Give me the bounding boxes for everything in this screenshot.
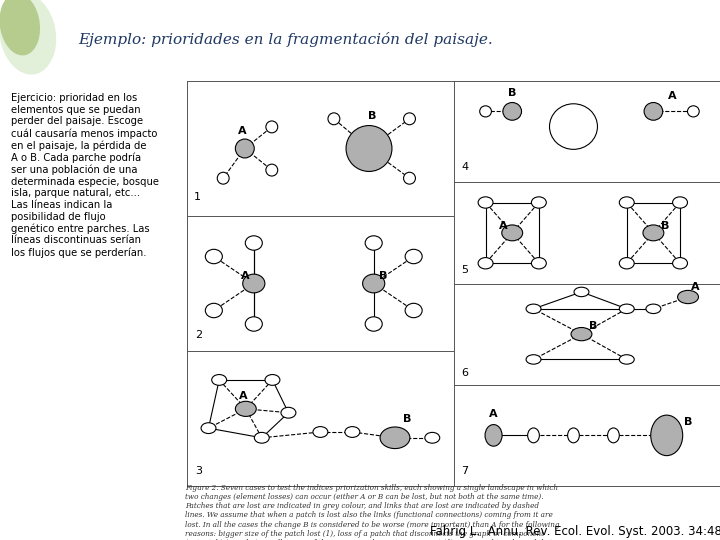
Circle shape xyxy=(644,103,662,120)
Circle shape xyxy=(571,327,592,341)
Text: Ejemplo: prioridades en la fragmentación del paisaje.: Ejemplo: prioridades en la fragmentación… xyxy=(78,32,493,48)
Circle shape xyxy=(480,106,492,117)
Circle shape xyxy=(281,407,296,418)
Text: A: A xyxy=(239,391,248,401)
Circle shape xyxy=(246,317,262,331)
Circle shape xyxy=(212,375,227,386)
Circle shape xyxy=(672,258,688,269)
Circle shape xyxy=(528,428,539,443)
Text: A: A xyxy=(690,282,699,292)
Text: B: B xyxy=(662,221,670,231)
Ellipse shape xyxy=(0,0,40,56)
Circle shape xyxy=(643,225,664,241)
Circle shape xyxy=(688,106,699,117)
Circle shape xyxy=(651,415,683,456)
Circle shape xyxy=(345,427,360,437)
Circle shape xyxy=(478,197,493,208)
Circle shape xyxy=(405,303,422,318)
Text: 4: 4 xyxy=(462,162,469,172)
Circle shape xyxy=(608,428,619,443)
Circle shape xyxy=(619,258,634,269)
Circle shape xyxy=(405,249,422,264)
Circle shape xyxy=(425,433,440,443)
Text: B: B xyxy=(590,321,598,331)
Circle shape xyxy=(531,258,546,269)
Circle shape xyxy=(254,433,269,443)
Text: 6: 6 xyxy=(462,368,469,378)
Text: B: B xyxy=(403,414,411,424)
Circle shape xyxy=(313,427,328,437)
Text: B: B xyxy=(684,417,692,427)
Circle shape xyxy=(380,427,410,449)
Circle shape xyxy=(201,423,216,434)
Circle shape xyxy=(266,164,278,176)
Text: 1: 1 xyxy=(194,192,200,202)
Text: 3: 3 xyxy=(195,467,202,476)
Text: A: A xyxy=(240,271,249,281)
Text: A: A xyxy=(667,91,676,101)
Circle shape xyxy=(365,236,382,250)
Text: B: B xyxy=(379,271,387,281)
Text: A: A xyxy=(490,409,498,419)
Text: B: B xyxy=(367,111,376,121)
Circle shape xyxy=(646,304,661,314)
Circle shape xyxy=(265,375,280,386)
Ellipse shape xyxy=(0,0,56,75)
Circle shape xyxy=(485,424,502,446)
Circle shape xyxy=(478,258,493,269)
Text: 7: 7 xyxy=(462,466,469,476)
Circle shape xyxy=(205,249,222,264)
Circle shape xyxy=(619,197,634,208)
Text: B: B xyxy=(508,88,516,98)
Circle shape xyxy=(217,172,229,184)
Circle shape xyxy=(549,104,598,150)
Circle shape xyxy=(243,274,265,293)
Circle shape xyxy=(619,355,634,364)
Circle shape xyxy=(328,113,340,125)
Text: 5: 5 xyxy=(462,265,469,275)
Circle shape xyxy=(246,236,262,250)
Circle shape xyxy=(363,274,384,293)
Text: Figure 2. Seven cases to test the indices priorization skills, each showing a si: Figure 2. Seven cases to test the indice… xyxy=(185,484,572,540)
Circle shape xyxy=(403,172,415,184)
Circle shape xyxy=(266,121,278,133)
Circle shape xyxy=(678,291,698,303)
Circle shape xyxy=(567,428,580,443)
Text: Fahrig L.  Annu. Rev. Ecol. Evol. Syst. 2003. 34:487: Fahrig L. Annu. Rev. Ecol. Evol. Syst. 2… xyxy=(430,524,720,538)
Circle shape xyxy=(403,113,415,125)
Circle shape xyxy=(531,197,546,208)
Circle shape xyxy=(365,317,382,331)
Circle shape xyxy=(526,355,541,364)
Circle shape xyxy=(574,287,589,296)
Circle shape xyxy=(346,125,392,172)
Text: Ejercicio: prioridad en los
elementos que se puedan
perder del paisaje. Escoge
c: Ejercicio: prioridad en los elementos qu… xyxy=(11,93,159,258)
Text: 2: 2 xyxy=(195,330,202,340)
Circle shape xyxy=(235,401,256,416)
Circle shape xyxy=(526,304,541,314)
Circle shape xyxy=(235,139,254,158)
Circle shape xyxy=(503,103,521,120)
Circle shape xyxy=(205,303,222,318)
Text: A: A xyxy=(499,221,508,231)
Circle shape xyxy=(502,225,523,241)
Text: A: A xyxy=(238,126,246,136)
Circle shape xyxy=(672,197,688,208)
Circle shape xyxy=(619,304,634,314)
